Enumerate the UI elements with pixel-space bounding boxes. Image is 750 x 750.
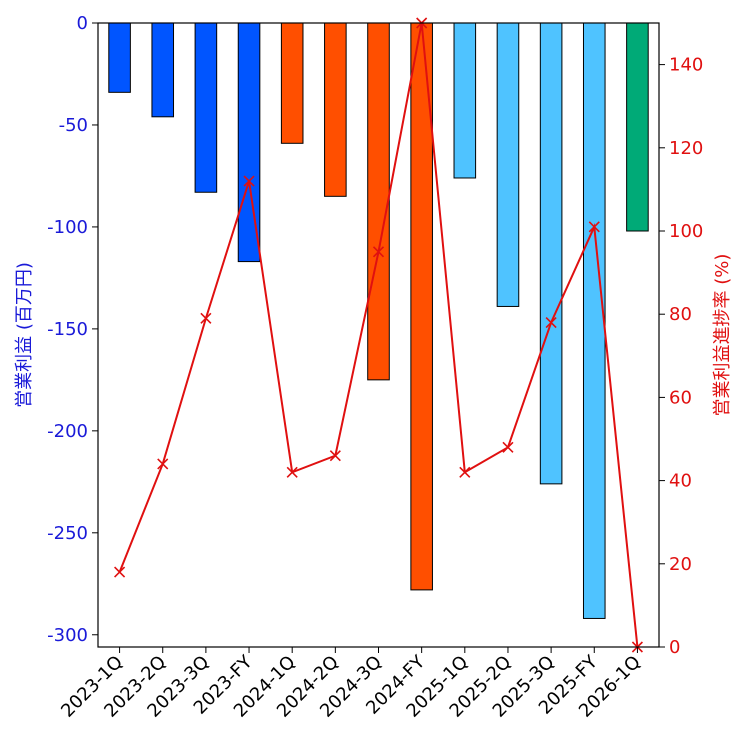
progress-marker-2023-2Q: [157, 458, 169, 470]
bar-2025-1Q: [453, 22, 477, 179]
progress-marker-2024-2Q: [329, 450, 341, 462]
left-axis-label: 営業利益 (百万円): [14, 262, 35, 408]
progress-marker-2025-3Q: [545, 316, 557, 329]
right-tick-label: 140: [669, 55, 703, 76]
progress-marker-2023-FY: [243, 175, 255, 187]
bar-2023-1Q: [108, 22, 131, 93]
right-tick-label: 100: [669, 221, 703, 242]
left-tick-label: 0: [77, 13, 88, 34]
bar-2024-1Q: [280, 22, 304, 144]
progress-marker-2023-3Q: [200, 312, 212, 324]
right-axis-label: 営業利益進捗率 (%): [712, 254, 733, 417]
left-tick-label: -50: [59, 115, 88, 136]
bar-2025-2Q: [496, 22, 520, 307]
right-tick-label: 0: [669, 637, 680, 658]
progress-marker-2024-3Q: [372, 246, 385, 258]
bar-2024-2Q: [324, 22, 347, 197]
progress-marker-2024-1Q: [286, 466, 298, 478]
left-tick-label: -300: [47, 625, 88, 646]
bar-2023-2Q: [151, 22, 175, 118]
left-tick-label: -200: [47, 421, 88, 442]
progress-marker-2025-2Q: [502, 441, 514, 453]
bar-2025-3Q: [539, 22, 563, 485]
progress-marker-2023-1Q: [114, 566, 126, 578]
progress-marker-2025-FY: [588, 221, 600, 233]
bar-2024-3Q: [367, 22, 390, 381]
right-tick-label: 120: [669, 138, 703, 159]
bar-2026-1Q: [626, 22, 649, 232]
bar-2023-3Q: [194, 22, 218, 193]
left-tick-label: -100: [47, 217, 88, 238]
left-tick-label: -150: [47, 319, 88, 340]
right-tick-label: 60: [669, 387, 692, 408]
right-tick-label: 20: [669, 554, 692, 575]
left-tick-label: -250: [47, 523, 88, 544]
bar-2025-FY: [582, 22, 606, 619]
progress-marker-2025-1Q: [459, 466, 471, 478]
right-tick-label: 40: [669, 471, 692, 492]
right-tick-label: 80: [669, 304, 692, 325]
